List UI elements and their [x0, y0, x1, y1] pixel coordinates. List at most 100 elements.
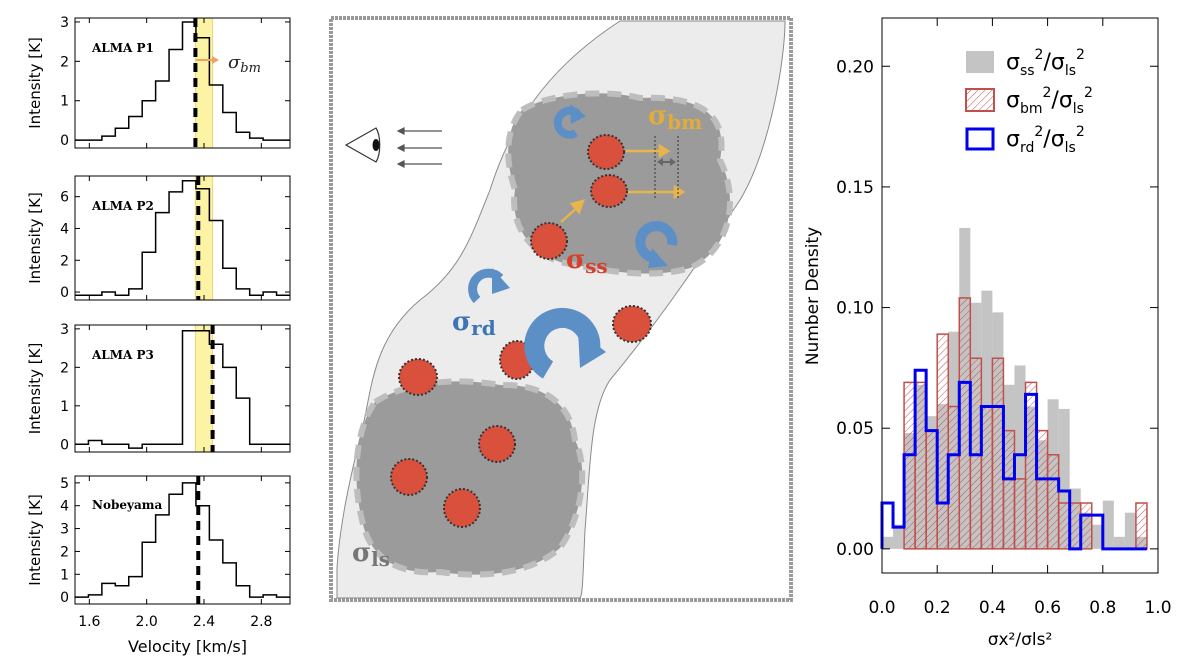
histogram-chart: 0.0 0.2 0.4 0.6 0.8 1.0 0.00 0.05 0.10 0.15 0.20 Nu… [803, 17, 1172, 650]
sigma-bm-label: σbm [648, 101, 702, 134]
y-axis-label: Number Density [803, 227, 823, 365]
bar-bm [1046, 454, 1060, 550]
arrowhead [578, 330, 606, 368]
legend-sup: 2 [1042, 85, 1051, 101]
cores [390, 134, 652, 528]
spectrum-panel: 0 1 2 3 ALMA P3 Intensity [K] [26, 322, 291, 453]
legend-sup: 2 [1034, 124, 1043, 140]
legend-base: σ [1051, 127, 1065, 152]
band-label-base: σ [228, 52, 241, 73]
clump-lower [353, 378, 586, 578]
y-tick-label: 6 [60, 190, 69, 206]
bar-bm [1013, 478, 1027, 550]
legend-slash: / [1043, 127, 1051, 152]
spectrum-line [75, 330, 290, 449]
core [612, 305, 652, 343]
x-tick-label: 2.4 [193, 614, 215, 630]
line-of-sight-arrows [396, 127, 442, 168]
bar-bm [1035, 429, 1049, 550]
arrowhead [492, 268, 510, 294]
y-axis-label: Intensity [K] [26, 343, 44, 435]
legend-base: σ [1006, 50, 1020, 75]
beam-indicator [654, 136, 679, 198]
panel-frame [74, 475, 291, 605]
panel-label: ALMA P3 [91, 348, 154, 362]
bar-bm [947, 405, 961, 550]
legend-entry: σbm2/σls2 [1006, 85, 1093, 117]
bar-ss [882, 536, 894, 549]
bar-bm [914, 381, 927, 550]
y-tick-label: 3 [60, 322, 69, 338]
y-tick-label: 0 [60, 590, 69, 606]
legend-sub: ls [1073, 101, 1084, 117]
sigma-rd-label: σrd [452, 307, 496, 340]
core [398, 358, 438, 396]
arrowhead [673, 184, 686, 200]
bar-bm [991, 357, 1005, 550]
y-tick-label: 2 [60, 54, 69, 70]
bar-bm [1135, 502, 1148, 550]
legend-sup: 2 [1076, 124, 1085, 140]
sigma-ls-label: σls [352, 538, 390, 571]
core [587, 134, 625, 170]
legend-base: σ [1051, 50, 1065, 75]
arrowhead [569, 199, 585, 215]
arrowhead [570, 104, 586, 124]
spectrum-line [75, 180, 290, 296]
bar-ss [1058, 408, 1070, 549]
y-tick-label: 0.15 [836, 178, 874, 198]
spectrum-line [75, 21, 290, 141]
legend-sub: bm [1020, 101, 1043, 117]
core [390, 458, 428, 496]
y-tick-label: 1 [60, 94, 69, 110]
y-tick-label: 0 [60, 285, 69, 301]
core [590, 174, 628, 208]
y-tick-label: 0 [60, 133, 69, 149]
legend-swatch-bm [965, 88, 995, 112]
bar-bm [936, 333, 949, 550]
legend-sub: ss [1020, 63, 1035, 79]
bar-bm [1057, 502, 1071, 550]
x-tick-label: 0.8 [1089, 598, 1116, 618]
x-tick-label: 0.4 [979, 598, 1006, 618]
y-tick-label: 4 [60, 499, 69, 515]
bar-ss [893, 524, 905, 549]
legend-slash: / [1051, 88, 1059, 113]
step-rd [880, 368, 1147, 551]
bar-bm [980, 405, 994, 550]
y-axis-label: Intensity [K] [26, 37, 44, 129]
chart-frame [881, 17, 1159, 574]
rotation-arrowheads [492, 104, 668, 368]
legend-sup: 2 [1084, 85, 1093, 101]
y-tick-label: 0.05 [836, 419, 874, 439]
y-tick-label: 0.20 [836, 57, 874, 77]
sigma-ss-label: σss [566, 245, 608, 278]
legend-base: σ [1059, 88, 1073, 113]
x-tick-label: 1.0 [1144, 598, 1171, 618]
motion-arrows [560, 143, 686, 223]
y-tick-label: 3 [60, 522, 69, 538]
spectrum-panel: 0 1 2 3 ALMA P1 Intensity [K] σbm [26, 15, 291, 149]
legend-sub: ls [1065, 140, 1076, 156]
y-tick-label: 2 [60, 544, 69, 560]
y-tick-label: 0.00 [836, 540, 874, 560]
legend-base: σ [1006, 127, 1020, 152]
panel-label: ALMA P2 [91, 199, 154, 213]
y-tick-label: 3 [60, 15, 69, 31]
bar-bm [925, 429, 938, 550]
y-axis-label: Intensity [K] [26, 494, 44, 586]
eye-icon [344, 127, 381, 163]
bar-bm [958, 297, 972, 550]
bar-bm [1002, 429, 1016, 550]
bar-bm [1024, 381, 1038, 550]
rotation-arrow [524, 307, 601, 379]
y-tick-label: 0 [60, 437, 69, 453]
band-label-sub: bm [240, 61, 261, 76]
legend-sup: 2 [1076, 47, 1085, 63]
y-tick-label: 1 [60, 399, 69, 415]
y-tick-label: 4 [60, 221, 69, 237]
y-axis-label: Intensity [K] [26, 192, 44, 284]
legend-base: σ [1006, 88, 1020, 113]
spectrum-line [75, 482, 290, 598]
